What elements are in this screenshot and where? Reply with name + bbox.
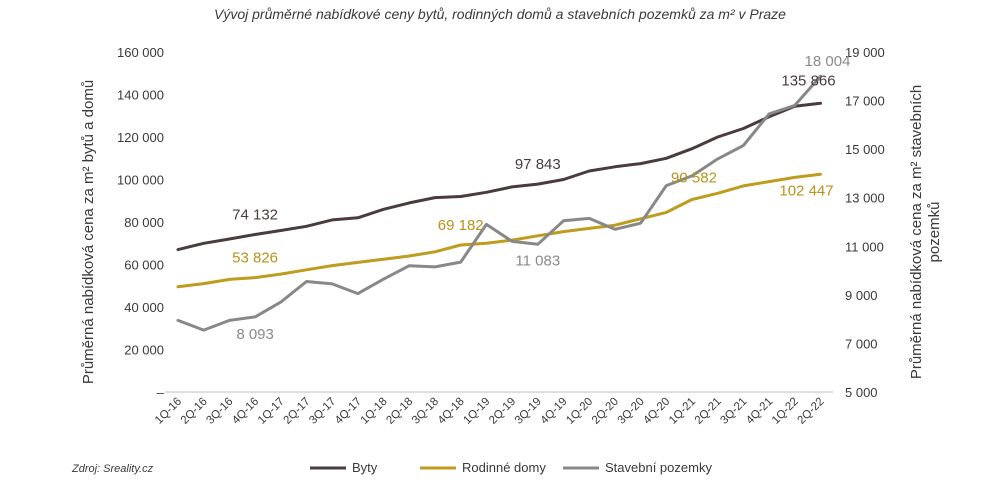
left-axis-label: Průměrná nabídková cena za m² bytů a dom…	[80, 80, 97, 384]
left-axis-tick: 60 000	[124, 258, 164, 273]
left-axis-ticks: – 20 000 40 000 60 000 80 000 100 000 120 000 1…	[117, 45, 165, 400]
x-axis-tick: 3Q-21	[718, 396, 749, 427]
x-axis-tick: 2Q-17	[282, 396, 313, 427]
x-axis-tick: 2Q-19	[487, 396, 518, 427]
x-axis-tick: 2Q-21	[693, 396, 724, 427]
x-axis-tick: 4Q-18	[436, 396, 467, 427]
legend: Byty Rodinné domy Stavební pozemky	[310, 460, 712, 475]
x-axis-tick: 1Q-18	[359, 396, 390, 427]
x-axis-tick: 1Q-16	[153, 396, 184, 427]
data-label: 135 866	[781, 72, 835, 89]
x-axis-tick: 4Q-20	[641, 396, 672, 427]
right-axis-tick: 19 000	[845, 45, 885, 60]
x-axis-tick: 2Q-18	[384, 396, 415, 427]
data-label: 8 093	[236, 326, 274, 343]
x-axis-tick: 3Q-19	[513, 396, 544, 427]
x-axis-tick: 4Q-21	[744, 396, 775, 427]
right-axis-label: Průměrná nabídková cena za m² stavebních…	[908, 85, 943, 379]
series-line-rodinné-domy	[176, 172, 822, 289]
right-axis-tick: 15 000	[845, 142, 885, 157]
right-axis-tick: 13 000	[845, 191, 885, 206]
chart-title: Vývoj průměrné nabídkové ceny bytů, rodi…	[214, 6, 786, 22]
series-line-byty	[176, 101, 822, 252]
left-axis-tick: 100 000	[117, 173, 164, 188]
left-axis-tick: –	[157, 385, 165, 400]
x-axis-tick: 2Q-22	[796, 396, 827, 427]
data-label: 53 826	[232, 250, 278, 267]
right-axis-tick: 7 000	[845, 336, 878, 351]
x-axis-tick: 1Q-19	[461, 396, 492, 427]
x-axis-tick: 3Q-17	[307, 396, 338, 427]
data-label: 74 132	[232, 206, 278, 223]
x-axis-tick: 1Q-21	[667, 396, 698, 427]
legend-item: Rodinné domy	[462, 460, 546, 475]
series-line-stavební-pozemky	[176, 74, 822, 332]
x-axis-tick: 2Q-20	[590, 396, 621, 427]
data-label: 11 083	[515, 252, 560, 269]
x-axis-tick: 1Q-20	[564, 396, 595, 427]
left-axis-tick: 20 000	[124, 343, 164, 358]
x-axis-tick: 3Q-16	[204, 396, 235, 427]
x-axis-ticks: 1Q-162Q-163Q-164Q-161Q-172Q-173Q-174Q-17…	[153, 396, 827, 427]
data-label: 90 582	[671, 170, 717, 187]
x-axis-tick: 1Q-17	[256, 396, 287, 427]
left-axis-tick: 80 000	[124, 215, 164, 230]
x-axis-tick: 4Q-19	[539, 396, 570, 427]
data-label: 18 004	[805, 53, 851, 70]
x-axis-tick: 1Q-22	[770, 396, 801, 427]
data-label: 97 843	[515, 156, 561, 173]
legend-item: Byty	[352, 460, 378, 475]
data-label: 102 447	[779, 182, 833, 199]
right-axis-ticks: 5 000 7 000 9 000 11 000 13 000 15 000 17 000 1…	[845, 45, 885, 400]
left-axis-tick: 40 000	[124, 300, 164, 315]
source-note: Zdroj: Sreality.cz	[72, 463, 154, 475]
series-lines	[176, 74, 822, 332]
x-axis-tick: 3Q-20	[616, 396, 647, 427]
x-axis-tick: 4Q-17	[333, 396, 364, 427]
left-axis-tick: 160 000	[117, 45, 164, 60]
legend-item: Stavební pozemky	[605, 460, 712, 475]
left-axis-tick: 140 000	[117, 88, 164, 103]
data-label: 69 182	[438, 217, 484, 234]
right-axis-tick: 9 000	[845, 288, 878, 303]
x-axis-tick: 2Q-16	[179, 396, 210, 427]
data-labels: 74 132 97 843 135 866 53 826 69 182 90 582 102…	[232, 53, 850, 343]
x-axis-tick: 4Q-16	[230, 396, 261, 427]
right-axis-label-text: Průměrná nabídková cena za m² stavebních…	[908, 85, 943, 379]
right-axis-tick: 5 000	[845, 385, 878, 400]
right-axis-tick: 17 000	[845, 94, 885, 109]
x-axis-tick: 3Q-18	[410, 396, 441, 427]
left-axis-tick: 120 000	[117, 130, 164, 145]
right-axis-tick: 11 000	[845, 239, 884, 254]
